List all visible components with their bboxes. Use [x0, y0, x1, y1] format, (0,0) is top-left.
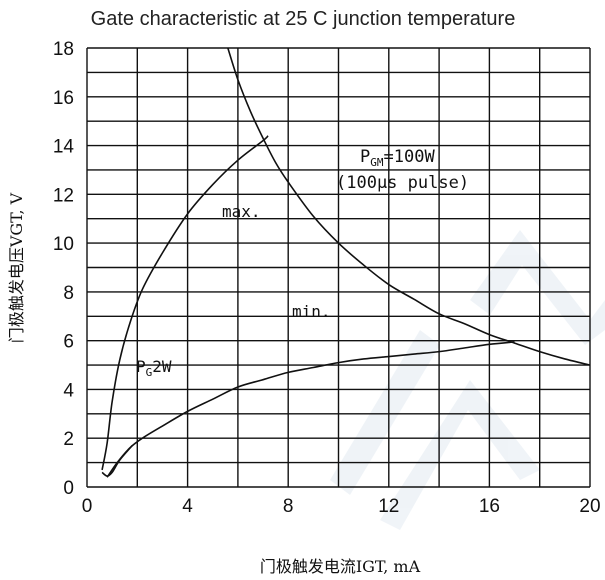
- pulse-power-subscript: GM: [370, 156, 384, 169]
- y-tick-label: 16: [53, 88, 74, 109]
- pulse-power-annotation: PGM=100W (100µs pulse): [336, 147, 469, 193]
- y-tick-label: 4: [63, 380, 74, 401]
- x-tick-label: 16: [479, 496, 500, 517]
- x-tick-label: 4: [182, 496, 193, 517]
- series-pg-curve: [101, 445, 133, 477]
- y-tick-label: 8: [63, 283, 74, 304]
- gate-power-annotation: PG2W: [136, 357, 172, 379]
- tick-labels: 0 4 8 12 16 20 0 2 4 6 8 10 12 14 16 18: [53, 39, 601, 517]
- max-label: max.: [222, 202, 261, 221]
- gate-power-value: 2W: [152, 357, 172, 376]
- chart-title: Gate characteristic at 25 C junction tem…: [91, 8, 516, 30]
- y-tick-label: 12: [53, 185, 74, 206]
- y-tick-label: 10: [53, 234, 74, 255]
- pulse-power-symbol: P: [360, 147, 370, 167]
- series-max-curve: [101, 135, 269, 471]
- x-axis-label: 门极触发电流IGT, mA: [260, 557, 421, 576]
- y-tick-label: 2: [63, 429, 74, 450]
- pulse-power-value: =100W: [384, 147, 436, 167]
- y-tick-label: 14: [53, 137, 75, 158]
- x-tick-label: 20: [579, 496, 600, 517]
- y-tick-label: 0: [63, 478, 74, 499]
- y-axis-label: 门极触发电压VGT, V: [7, 192, 26, 343]
- grid: [86, 47, 591, 488]
- y-tick-label: 18: [53, 39, 74, 60]
- series-min-curve: [106, 341, 515, 478]
- pulse-width-label: (100µs pulse): [336, 173, 469, 193]
- svg-text:PGM=100W: PGM=100W: [360, 147, 435, 169]
- y-tick-label: 6: [63, 332, 74, 353]
- gate-power-subscript: G: [146, 366, 153, 379]
- x-tick-label: 0: [82, 496, 93, 517]
- watermark: [330, 230, 605, 530]
- x-tick-label: 8: [283, 496, 294, 517]
- gate-power-symbol: P: [136, 357, 146, 376]
- series-lines: [101, 47, 591, 478]
- svg-text:PG2W: PG2W: [136, 357, 172, 379]
- series-pgm-curve: [227, 47, 591, 366]
- x-tick-label: 12: [378, 496, 399, 517]
- min-label: min.: [292, 302, 331, 321]
